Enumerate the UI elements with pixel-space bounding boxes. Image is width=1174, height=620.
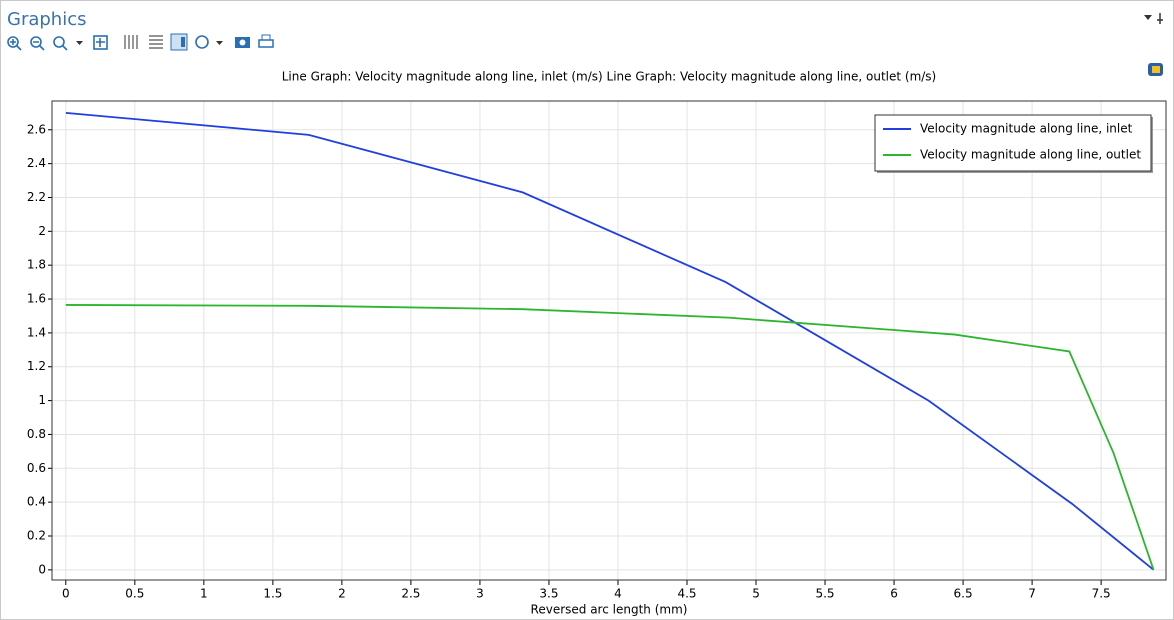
print[interactable]	[258, 34, 274, 48]
x-tick-label: 7.5	[1092, 587, 1111, 601]
menu-arrow[interactable]	[1144, 15, 1152, 20]
y-tick-label: 0.8	[27, 427, 46, 441]
series-line	[65, 304, 1155, 571]
zoom-in[interactable]	[7, 36, 22, 51]
x-tick-label: 0	[62, 587, 70, 601]
chart-title: Line Graph: Velocity magnitude along lin…	[282, 70, 936, 84]
y-tick-label: 1.2	[27, 359, 46, 373]
screenshot[interactable]	[235, 37, 250, 48]
x-tick-label: 7	[1028, 587, 1036, 601]
y-tick-label: 2.6	[27, 122, 46, 136]
y-tick-label: 0.6	[27, 461, 46, 475]
y-tick-label: 2	[38, 224, 46, 238]
x-tick-label: 5.5	[815, 587, 834, 601]
rows-toggle[interactable]	[149, 35, 163, 49]
y-tick-label: 1.6	[27, 292, 46, 306]
y-tick-label: 1	[38, 393, 46, 407]
zoom-extents[interactable]	[93, 35, 108, 50]
x-tick-label: 6	[890, 587, 898, 601]
scene-light[interactable]	[195, 35, 223, 49]
x-tick-label: 4.5	[677, 587, 696, 601]
y-tick-label: 0.2	[27, 528, 46, 542]
legend	[874, 114, 1152, 172]
plot-area: 0 0.5 1 1.5 2 2.5 3 3.5 4 4.5 5 5.5 6 6.5 7 7.5 0 0.2 0.4 0…	[27, 100, 1167, 601]
x-tick-label: 4	[614, 587, 622, 601]
legend-label: Velocity magnitude along line, outlet	[920, 148, 1141, 162]
legend-label: Velocity magnitude along line, inlet	[920, 122, 1133, 136]
legend-toggle[interactable]	[170, 33, 188, 51]
y-tick-label: 0	[38, 562, 46, 576]
toolbar	[7, 33, 274, 51]
y-tick-label: 2.2	[27, 190, 46, 204]
y-tick-label: 1.4	[27, 325, 46, 339]
x-tick-label: 2.5	[401, 587, 420, 601]
grid-toggle[interactable]	[124, 35, 138, 49]
x-tick-label: 1	[200, 587, 208, 601]
zoom-box[interactable]	[53, 36, 83, 51]
x-tick-label: 0.5	[125, 587, 144, 601]
x-tick-label: 1.5	[263, 587, 282, 601]
series-line	[65, 111, 1155, 571]
y-tick-label: 2.4	[27, 156, 46, 170]
panel-title: Graphics	[7, 9, 87, 30]
x-tick-label: 3.5	[539, 587, 558, 601]
plot-background	[52, 101, 1166, 580]
zoom-out[interactable]	[30, 36, 45, 51]
x-tick-label: 6.5	[954, 587, 973, 601]
plot-border	[51, 100, 1167, 581]
pin-icon[interactable]	[1157, 13, 1163, 24]
x-tick-label: 3	[476, 587, 484, 601]
y-tick-label: 1.8	[27, 258, 46, 272]
x-axis-label: Reversed arc length (mm)	[531, 603, 688, 617]
image-icon[interactable]	[1148, 63, 1163, 76]
y-tick-label: 0.4	[27, 495, 46, 509]
x-tick-label: 2	[338, 587, 346, 601]
x-tick-label: 5	[752, 587, 760, 601]
